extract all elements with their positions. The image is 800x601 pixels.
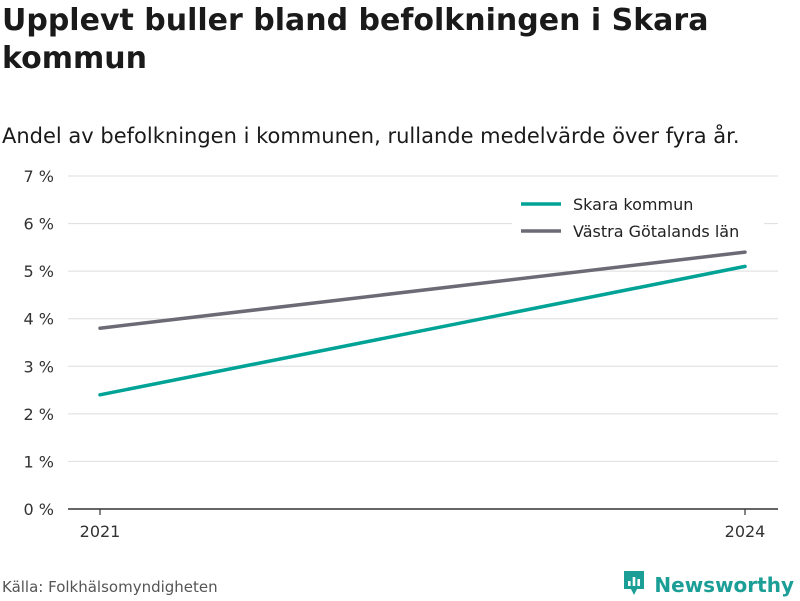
y-tick-label: 4 % [24,310,54,329]
y-tick-label: 7 % [24,167,54,186]
legend-label: Västra Götalands län [573,222,739,241]
series-line [98,250,747,330]
series-line [98,264,747,397]
legend-background [512,188,764,246]
brand: Newsworthy [622,570,794,600]
y-tick-label: 5 % [24,262,54,281]
newsworthy-logo-icon [622,569,646,601]
chart-title: Upplevt buller bland befolkningen i Skar… [2,3,709,76]
legend-label: Skara kommun [573,195,693,214]
y-tick-label: 6 % [24,215,54,234]
x-axis: 2021 2024 [68,508,778,541]
y-axis-ticks: 0 % 1 % 2 % 3 % 4 % 5 % 6 % 7 % [24,167,54,519]
y-tick-label: 1 % [24,452,54,471]
legend: Skara kommun Västra Götalands län [512,188,764,246]
x-tick-label: 2024 [725,522,766,541]
y-tick-label: 3 % [24,357,54,376]
chart-subtitle: Andel av befolkningen i kommunen, rullan… [2,124,740,148]
source-note: Källa: Folkhälsomyndigheten [2,578,218,596]
brand-name: Newsworthy [654,573,794,597]
y-tick-label: 0 % [24,500,54,519]
series-lines [98,250,747,397]
x-tick-label: 2021 [80,522,121,541]
y-tick-label: 2 % [24,405,54,424]
